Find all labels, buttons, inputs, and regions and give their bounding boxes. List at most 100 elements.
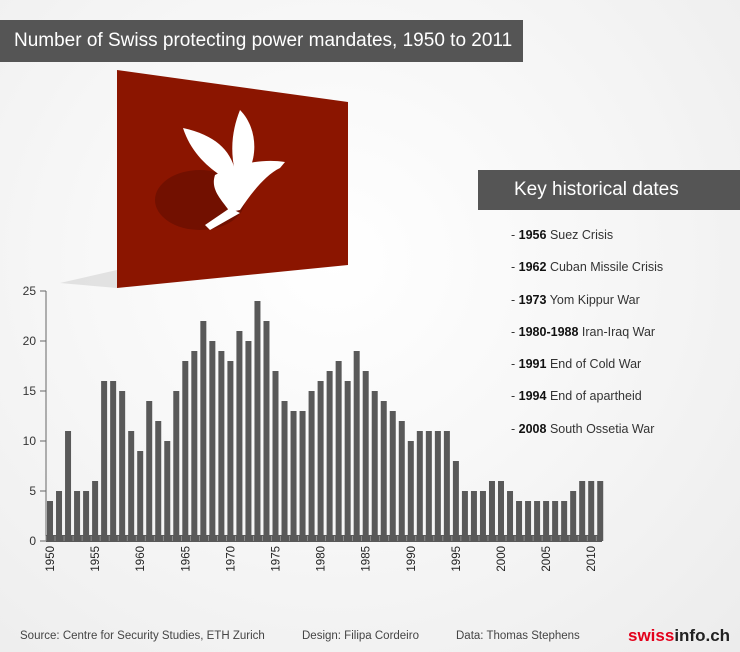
bar-1977 — [290, 411, 297, 541]
y-tick-label: 10 — [23, 434, 37, 448]
bar-1958 — [119, 391, 126, 541]
bar-1980 — [317, 381, 324, 541]
bar-1962 — [155, 421, 162, 541]
bar-2008 — [570, 491, 577, 541]
x-tick-label: 1995 — [451, 546, 463, 572]
x-tick-label: 2000 — [496, 546, 508, 572]
bar-2009 — [579, 481, 586, 541]
bar-2001 — [507, 491, 514, 541]
bar-1990 — [407, 441, 414, 541]
x-tick-label: 1990 — [406, 546, 418, 572]
bar-1975 — [272, 371, 279, 541]
design-credit: Design: Filipa Cordeiro — [302, 630, 419, 642]
bar-1987 — [380, 401, 387, 541]
bar-1995 — [452, 461, 459, 541]
bar-1970 — [227, 361, 234, 541]
bar-2010 — [588, 481, 595, 541]
bar-1981 — [326, 371, 333, 541]
bar-1974 — [263, 321, 270, 541]
event-item: - 1991 End of Cold War — [511, 357, 642, 372]
bar-1983 — [344, 381, 351, 541]
bar-2004 — [534, 501, 541, 541]
bar-1976 — [281, 401, 288, 541]
x-tick-label: 1960 — [135, 546, 147, 572]
bar-1997 — [470, 491, 477, 541]
source-credit: Source: Centre for Security Studies, ETH… — [20, 630, 265, 642]
bar-1971 — [236, 331, 243, 541]
bar-1955 — [92, 481, 99, 541]
dove-panel — [60, 70, 348, 288]
y-tick-label: 15 — [23, 384, 37, 398]
chart-title: Number of Swiss protecting power mandate… — [0, 20, 523, 62]
bar-1959 — [128, 431, 135, 541]
bar-1951 — [56, 491, 63, 541]
bar-1986 — [371, 391, 378, 541]
x-tick-label: 2005 — [541, 546, 553, 572]
bar-1989 — [398, 421, 405, 541]
event-item: - 1973 Yom Kippur War — [511, 292, 640, 307]
bar-1994 — [443, 431, 450, 541]
y-tick-label: 25 — [23, 284, 37, 298]
bar-1961 — [146, 401, 153, 541]
bar-1985 — [362, 371, 369, 541]
bar-1996 — [461, 491, 468, 541]
bar-1968 — [209, 341, 216, 541]
bar-1984 — [353, 351, 360, 541]
bar-1960 — [137, 451, 144, 541]
bar-1991 — [416, 431, 423, 541]
bar-1973 — [254, 301, 261, 541]
x-tick-label: 1980 — [316, 546, 328, 572]
bar-1993 — [434, 431, 441, 541]
bar-1966 — [191, 351, 198, 541]
x-tick-label: 1970 — [225, 546, 237, 572]
y-tick-label: 5 — [29, 484, 36, 498]
y-tick-label: 20 — [23, 334, 37, 348]
x-tick-label: 1950 — [45, 546, 57, 572]
bar-1969 — [218, 351, 225, 541]
bar-1999 — [488, 481, 495, 541]
bar-1992 — [425, 431, 432, 541]
x-tick-label: 1955 — [90, 546, 102, 572]
bar-1988 — [389, 411, 396, 541]
bar-2000 — [498, 481, 504, 541]
bar-1965 — [182, 361, 189, 541]
bar-1954 — [83, 491, 90, 541]
key-dates-list: - 1956 Suez Crisis - 1962 Cuban Missile … — [511, 228, 663, 454]
bar-2002 — [516, 501, 523, 541]
bar-1957 — [110, 381, 117, 541]
swissinfo-logo[interactable]: swissinfo.ch — [628, 626, 731, 645]
y-tick-label: 0 — [29, 534, 36, 548]
bar-2005 — [543, 501, 550, 541]
x-tick-label: 1985 — [361, 546, 373, 572]
bar-1953 — [74, 491, 81, 541]
data-credit: Data: Thomas Stephens — [456, 630, 580, 642]
x-tick-label: 1965 — [180, 546, 192, 572]
bar-1950 — [47, 501, 53, 541]
x-axis-baseline — [46, 535, 602, 542]
bar-1952 — [65, 431, 72, 541]
bar-1998 — [479, 491, 486, 541]
bar-1979 — [308, 391, 315, 541]
bar-1964 — [173, 391, 180, 541]
bar-2003 — [525, 501, 532, 541]
event-item: - 1980-1988 Iran-Iraq War — [511, 324, 656, 339]
key-dates-title: Key historical dates — [478, 170, 740, 210]
event-item: - 1956 Suez Crisis — [511, 228, 614, 242]
bar-1956 — [101, 381, 108, 541]
event-item: - 1994 End of apartheid — [511, 389, 642, 404]
bar-1963 — [164, 441, 171, 541]
x-tick-label: 1975 — [271, 546, 283, 572]
bar-1978 — [299, 411, 306, 541]
event-item: - 1962 Cuban Missile Crisis — [511, 260, 664, 275]
bar-1972 — [245, 341, 252, 541]
event-item: - 2008 South Ossetia War — [511, 421, 655, 436]
bar-2007 — [561, 501, 568, 541]
dove-icon — [183, 110, 285, 230]
bar-1982 — [335, 361, 342, 541]
bar-2011 — [597, 481, 604, 541]
bar-1967 — [200, 321, 207, 541]
bar-2006 — [552, 501, 559, 541]
x-tick-label: 2010 — [586, 546, 598, 572]
